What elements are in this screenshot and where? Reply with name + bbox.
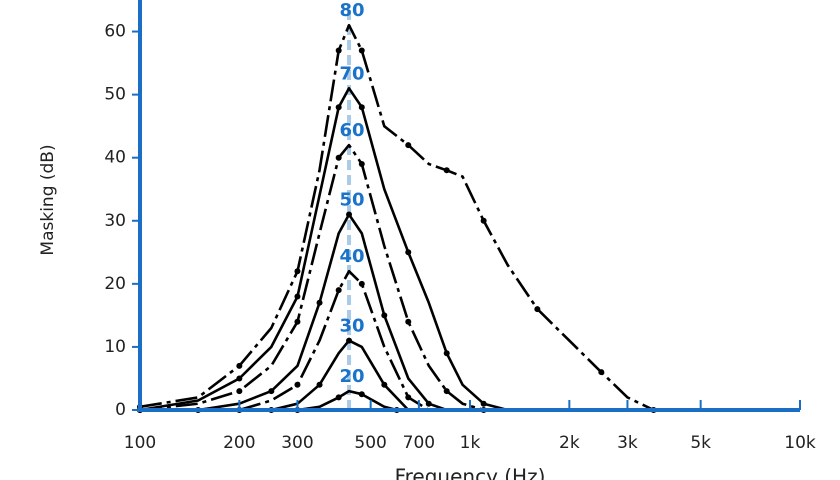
data-dot xyxy=(443,388,450,395)
y-tick-label: 10 xyxy=(104,337,126,357)
data-dot xyxy=(268,388,275,395)
data-dot xyxy=(443,350,450,357)
data-dot xyxy=(335,287,342,294)
curve-label: 60 xyxy=(340,120,365,141)
data-dot xyxy=(480,217,487,224)
data-dot xyxy=(381,381,388,388)
data-dot xyxy=(294,381,301,388)
data-dot xyxy=(346,211,353,218)
data-dot xyxy=(425,400,432,407)
curve-label: 70 xyxy=(340,63,365,84)
data-dot xyxy=(236,362,243,369)
data-dot xyxy=(405,394,412,401)
data-dot xyxy=(443,167,450,174)
data-dot xyxy=(236,375,243,382)
masking-curve xyxy=(297,389,398,412)
y-tick-label: 50 xyxy=(104,85,126,105)
data-dot xyxy=(294,293,301,300)
data-dot xyxy=(405,249,412,256)
masking-curve xyxy=(270,339,410,412)
x-tick-label: 2k xyxy=(559,433,580,453)
data-dot xyxy=(405,142,412,149)
x-tick-label: 200 xyxy=(223,433,255,453)
data-dot xyxy=(316,299,323,306)
data-dot xyxy=(294,318,301,325)
x-tick-label: 1k xyxy=(460,433,481,453)
x-tick-label: 10k xyxy=(784,433,816,453)
masking-curve xyxy=(139,23,655,412)
x-tick-label: 100 xyxy=(124,433,156,453)
data-dot xyxy=(381,312,388,319)
data-dot xyxy=(316,381,323,388)
x-axis-label: Frequency (Hz) xyxy=(395,465,546,480)
data-dot xyxy=(346,337,353,344)
masking-curve xyxy=(139,143,485,412)
y-tick-label: 40 xyxy=(104,148,126,168)
data-dot xyxy=(405,318,412,325)
masking-curve xyxy=(197,213,448,412)
data-dot xyxy=(534,306,541,313)
data-dot xyxy=(358,280,365,287)
y-tick-label: 20 xyxy=(104,274,126,294)
masking-curve xyxy=(238,269,430,412)
curve-label: 20 xyxy=(340,366,365,387)
y-tick-label: 0 xyxy=(115,400,126,420)
x-tick-label: 700 xyxy=(403,433,435,453)
data-dot xyxy=(335,104,342,111)
data-dot xyxy=(480,400,487,407)
data-dot xyxy=(236,388,243,395)
curve-label: 30 xyxy=(340,316,365,337)
data-dot xyxy=(335,154,342,161)
curve-label: 50 xyxy=(340,189,365,210)
data-dot xyxy=(358,391,365,398)
data-dot xyxy=(335,394,342,401)
data-dot xyxy=(358,104,365,111)
masking-curve xyxy=(139,87,508,412)
y-tick-label: 60 xyxy=(104,22,126,42)
x-tick-label: 500 xyxy=(354,433,386,453)
data-dot xyxy=(358,47,365,54)
curve-label: 80 xyxy=(340,0,365,21)
data-dot xyxy=(294,268,301,275)
data-dot xyxy=(598,369,605,376)
data-dot xyxy=(335,47,342,54)
x-tick-label: 3k xyxy=(617,433,638,453)
y-tick-label: 30 xyxy=(104,211,126,231)
x-tick-label: 300 xyxy=(281,433,313,453)
y-axis-label: Masking (dB) xyxy=(38,144,58,255)
curve-label: 40 xyxy=(340,246,365,267)
data-dot xyxy=(358,161,365,167)
x-tick-label: 5k xyxy=(690,433,711,453)
